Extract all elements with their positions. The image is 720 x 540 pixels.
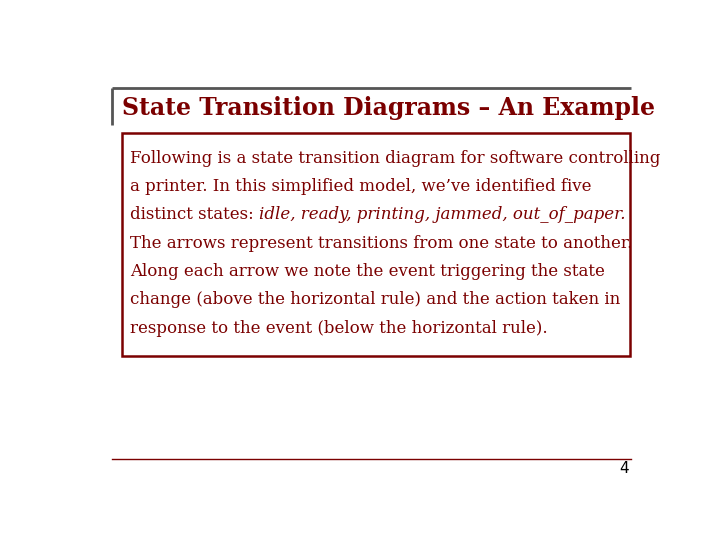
Text: response to the event (below the horizontal rule).: response to the event (below the horizon… xyxy=(130,320,548,336)
Text: Following is a state transition diagram for software controlling: Following is a state transition diagram … xyxy=(130,150,660,167)
Text: change (above the horizontal rule) and the action taken in: change (above the horizontal rule) and t… xyxy=(130,291,621,308)
Text: 4: 4 xyxy=(619,462,629,476)
Text: idle, ready, printing, jammed, out_of_paper.: idle, ready, printing, jammed, out_of_pa… xyxy=(259,206,626,224)
FancyBboxPatch shape xyxy=(122,133,630,356)
Text: The arrows represent transitions from one state to another.: The arrows represent transitions from on… xyxy=(130,235,632,252)
Text: State Transition Diagrams – An Example: State Transition Diagrams – An Example xyxy=(122,97,655,120)
Text: Along each arrow we note the event triggering the state: Along each arrow we note the event trigg… xyxy=(130,263,605,280)
Text: a printer. In this simplified model, we’ve identified five: a printer. In this simplified model, we’… xyxy=(130,178,592,195)
Text: distinct states:: distinct states: xyxy=(130,206,259,224)
